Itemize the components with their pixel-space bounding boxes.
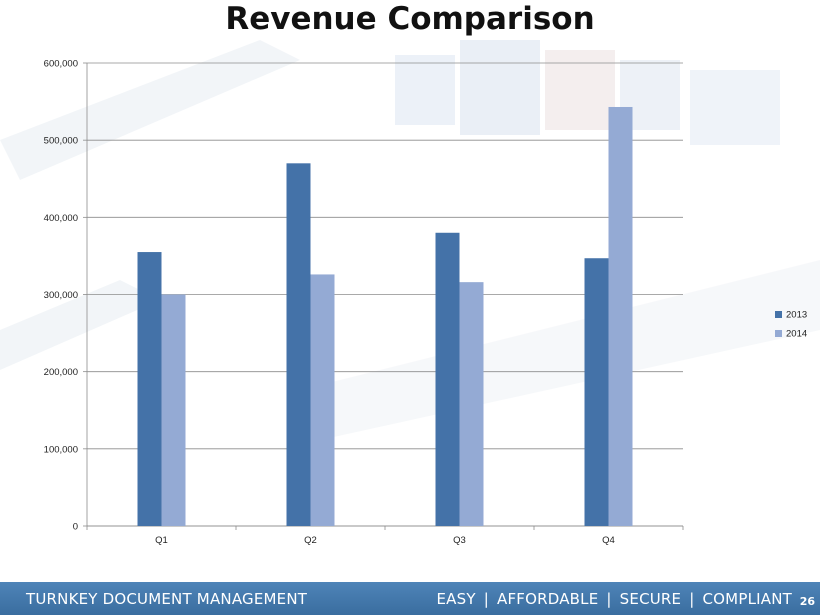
x-tick-label: Q2 [304, 535, 317, 546]
bar-2013-q4 [584, 258, 609, 526]
bar-2013-q2 [286, 163, 311, 527]
y-tick-label: 300,000 [44, 290, 78, 301]
legend-swatch-2014 [775, 330, 782, 337]
bar-2013-q1 [137, 252, 162, 526]
footer-bar: TURNKEY DOCUMENT MANAGEMENT EASY | AFFORDA… [0, 582, 820, 615]
y-tick-label: 500,000 [44, 136, 78, 147]
legend-swatch-2013 [775, 311, 782, 318]
tagline-separator: | [483, 590, 489, 608]
legend-label-2013: 2013 [786, 310, 807, 321]
x-tick-label: Q4 [602, 535, 615, 546]
tagline-compliant: COMPLIANT [702, 590, 792, 608]
page-number: 26 [799, 595, 815, 608]
x-tick-label: Q1 [155, 535, 168, 546]
bar-2014-q3 [459, 282, 484, 526]
bar-2014-q1 [161, 294, 186, 526]
tagline-easy: EASY [436, 590, 476, 608]
legend-label-2014: 2014 [786, 329, 807, 340]
bar-2014-q2 [310, 274, 335, 526]
footer-tagline: EASY | AFFORDABLE | SECURE | COMPLIANT [436, 590, 792, 608]
tagline-separator: | [606, 590, 612, 608]
slide-title: Revenue Comparison [225, 1, 595, 37]
footer-company-name: TURNKEY DOCUMENT MANAGEMENT [26, 590, 308, 608]
y-tick-label: 200,000 [44, 367, 78, 378]
y-tick-label: 100,000 [44, 444, 78, 455]
y-tick-label: 400,000 [44, 213, 78, 224]
y-tick-label: 0 [73, 522, 78, 533]
bar-chart: 0 100,000 200,000 300,000 400,000 500,000 600,… [44, 59, 807, 547]
bar-2014-q4 [608, 106, 633, 527]
tagline-secure: SECURE [619, 590, 682, 608]
bar-2013-q3 [435, 232, 460, 526]
tagline-separator: | [689, 590, 695, 608]
x-tick-label: Q3 [453, 535, 466, 546]
y-tick-label: 600,000 [44, 59, 78, 70]
tagline-affordable: AFFORDABLE [496, 590, 599, 608]
